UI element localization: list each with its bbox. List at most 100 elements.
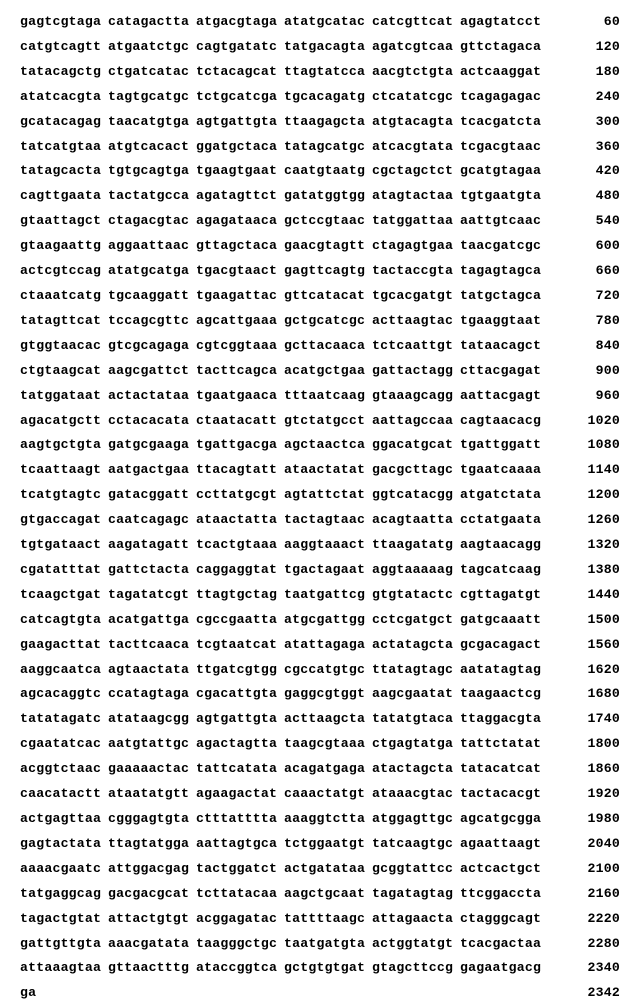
sequence-block: actcgtccag	[20, 259, 108, 284]
sequence-block: tcttatacaa	[196, 882, 284, 907]
sequence-block: gttagctaca	[196, 234, 284, 259]
sequence-row: ctaaatcatgtgcaaggatttgaagattacgttcatacat…	[20, 284, 620, 309]
spacer	[548, 707, 560, 732]
sequence-block: aattagtgca	[196, 832, 284, 857]
sequence-block: attactgtgt	[108, 907, 196, 932]
sequence-row: gcatacagagtaacatgtgaagtgattgtattaagagcta…	[20, 110, 620, 135]
sequence-block: tgtgcagtga	[108, 159, 196, 184]
sequence-block: attaaagtaa	[20, 956, 108, 981]
sequence-block: tagagtagca	[460, 259, 548, 284]
sequence-block: aatgactgaa	[108, 458, 196, 483]
sequence-block: tgaaggtaat	[460, 309, 548, 334]
sequence-block: gcatacagag	[20, 110, 108, 135]
sequence-block: tgacgtaact	[196, 259, 284, 284]
sequence-block: agagataaca	[196, 209, 284, 234]
sequence-block: tatggattaa	[372, 209, 460, 234]
position-number: 180	[560, 60, 620, 85]
sequence-row: gtggtaacacgtcgcagagacgtcggtaaagcttacaaca…	[20, 334, 620, 359]
sequence-row: actcgtccagatatgcatgatgacgtaactgagttcagtg…	[20, 259, 620, 284]
sequence-block: ataaacgtac	[372, 782, 460, 807]
spacer	[548, 682, 560, 707]
sequence-block: gacgcttagc	[372, 458, 460, 483]
sequence-block: tatagcatgc	[284, 135, 372, 160]
sequence-block: caacatactt	[20, 782, 108, 807]
sequence-block: tcactgtaaa	[196, 533, 284, 558]
sequence-block: atgtcacact	[108, 135, 196, 160]
sequence-block: tatagttcat	[20, 309, 108, 334]
sequence-block: tcacgatcta	[460, 110, 548, 135]
sequence-block: caatcagagc	[108, 508, 196, 533]
sequence-block: ttaagatatg	[372, 533, 460, 558]
sequence-row: tatgaggcaggacgacgcattcttatacaaaagctgcaat…	[20, 882, 620, 907]
sequence-block: agacatgctt	[20, 409, 108, 434]
sequence-row: tcatgtagtcgatacggattccttatgcgtagtattctat…	[20, 483, 620, 508]
sequence-block: aagatagatt	[108, 533, 196, 558]
sequence-row: gaagacttattacttcaacatcgtaatcatatattagaga…	[20, 633, 620, 658]
sequence-row: gtaagaattgaggaattaacgttagctacagaacgtagtt…	[20, 234, 620, 259]
sequence-block: tgcacagatg	[284, 85, 372, 110]
sequence-block: gtgtatactc	[372, 583, 460, 608]
spacer	[548, 633, 560, 658]
sequence-row: actgagttaacgggagtgtactttattttaaaaggtctta…	[20, 807, 620, 832]
position-number: 240	[560, 85, 620, 110]
sequence-block: cagtaacacg	[460, 409, 548, 434]
sequence-block: cgccgaatta	[196, 608, 284, 633]
sequence-block: gtaagaattg	[20, 234, 108, 259]
spacer	[548, 184, 560, 209]
sequence-block: tgattgacga	[196, 433, 284, 458]
position-number: 2040	[560, 832, 620, 857]
spacer	[548, 882, 560, 907]
sequence-block: gcgacagact	[460, 633, 548, 658]
sequence-block: gcggtattcc	[372, 857, 460, 882]
sequence-row: tcaattaagtaatgactgaattacagtattataactatat…	[20, 458, 620, 483]
sequence-block: tgtgaatgta	[460, 184, 548, 209]
spacer	[548, 159, 560, 184]
sequence-row: tagactgtatattactgtgtacggagatactattttaagc…	[20, 907, 620, 932]
sequence-block: actgatataa	[284, 857, 372, 882]
sequence-block: actggtatgt	[372, 932, 460, 957]
position-number: 840	[560, 334, 620, 359]
sequence-block: ccatagtaga	[108, 682, 196, 707]
position-number: 1560	[560, 633, 620, 658]
spacer	[548, 458, 560, 483]
sequence-block: actatagcta	[372, 633, 460, 658]
sequence-block: tcacgactaa	[460, 932, 548, 957]
sequence-block: aggaattaac	[108, 234, 196, 259]
sequence-block: aattacgagt	[460, 384, 548, 409]
spacer	[548, 284, 560, 309]
sequence-block: cttacgagat	[460, 359, 548, 384]
sequence-block: ctaaatcatg	[20, 284, 108, 309]
sequence-block: tatacagctg	[20, 60, 108, 85]
sequence-block: ggacatgcat	[372, 433, 460, 458]
sequence-block: aagtgctgta	[20, 433, 108, 458]
sequence-row: tatagcactatgtgcagtgatgaagtgaatcaatgtaatg…	[20, 159, 620, 184]
spacer	[548, 782, 560, 807]
sequence-block: acatgattga	[108, 608, 196, 633]
spacer	[548, 110, 560, 135]
sequence-block: cgatatttat	[20, 558, 108, 583]
sequence-block: tagatagtag	[372, 882, 460, 907]
spacer	[548, 309, 560, 334]
sequence-row: agacatgcttcctacacatactaatacattgtctatgcct…	[20, 409, 620, 434]
sequence-block: gacgacgcat	[108, 882, 196, 907]
sequence-block: ctaatacatt	[196, 409, 284, 434]
sequence-block: gatatggtgg	[284, 184, 372, 209]
sequence-block: cagtgatatc	[196, 35, 284, 60]
sequence-row: ctgtaagcataagcgattcttacttcagcaacatgctgaa…	[20, 359, 620, 384]
sequence-block: acagatgaga	[284, 757, 372, 782]
position-number: 1260	[560, 508, 620, 533]
sequence-block: actcactgct	[460, 857, 548, 882]
spacer	[548, 508, 560, 533]
sequence-block: atgacgtaga	[196, 10, 284, 35]
sequence-block	[108, 981, 196, 1000]
sequence-block: atggagttgc	[372, 807, 460, 832]
sequence-block: cgaatatcac	[20, 732, 108, 757]
sequence-block: tctcaattgt	[372, 334, 460, 359]
sequence-block: attggacgag	[108, 857, 196, 882]
sequence-block: taatgatgta	[284, 932, 372, 957]
sequence-block: agcatgcgga	[460, 807, 548, 832]
sequence-block: acggtctaac	[20, 757, 108, 782]
sequence-block: atattagaga	[284, 633, 372, 658]
spacer	[548, 35, 560, 60]
position-number: 1200	[560, 483, 620, 508]
